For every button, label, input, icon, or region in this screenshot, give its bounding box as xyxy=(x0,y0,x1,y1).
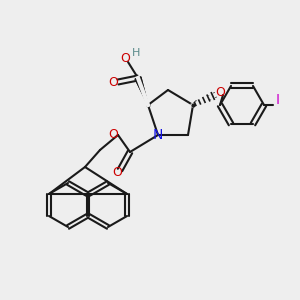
Text: O: O xyxy=(108,128,118,142)
Text: O: O xyxy=(108,76,118,88)
Text: I: I xyxy=(276,93,280,107)
Text: O: O xyxy=(215,85,225,98)
Text: O: O xyxy=(120,52,130,64)
Text: O: O xyxy=(112,167,122,179)
Polygon shape xyxy=(135,77,148,105)
Polygon shape xyxy=(135,77,148,105)
Text: H: H xyxy=(132,48,140,58)
Text: N: N xyxy=(153,128,163,142)
